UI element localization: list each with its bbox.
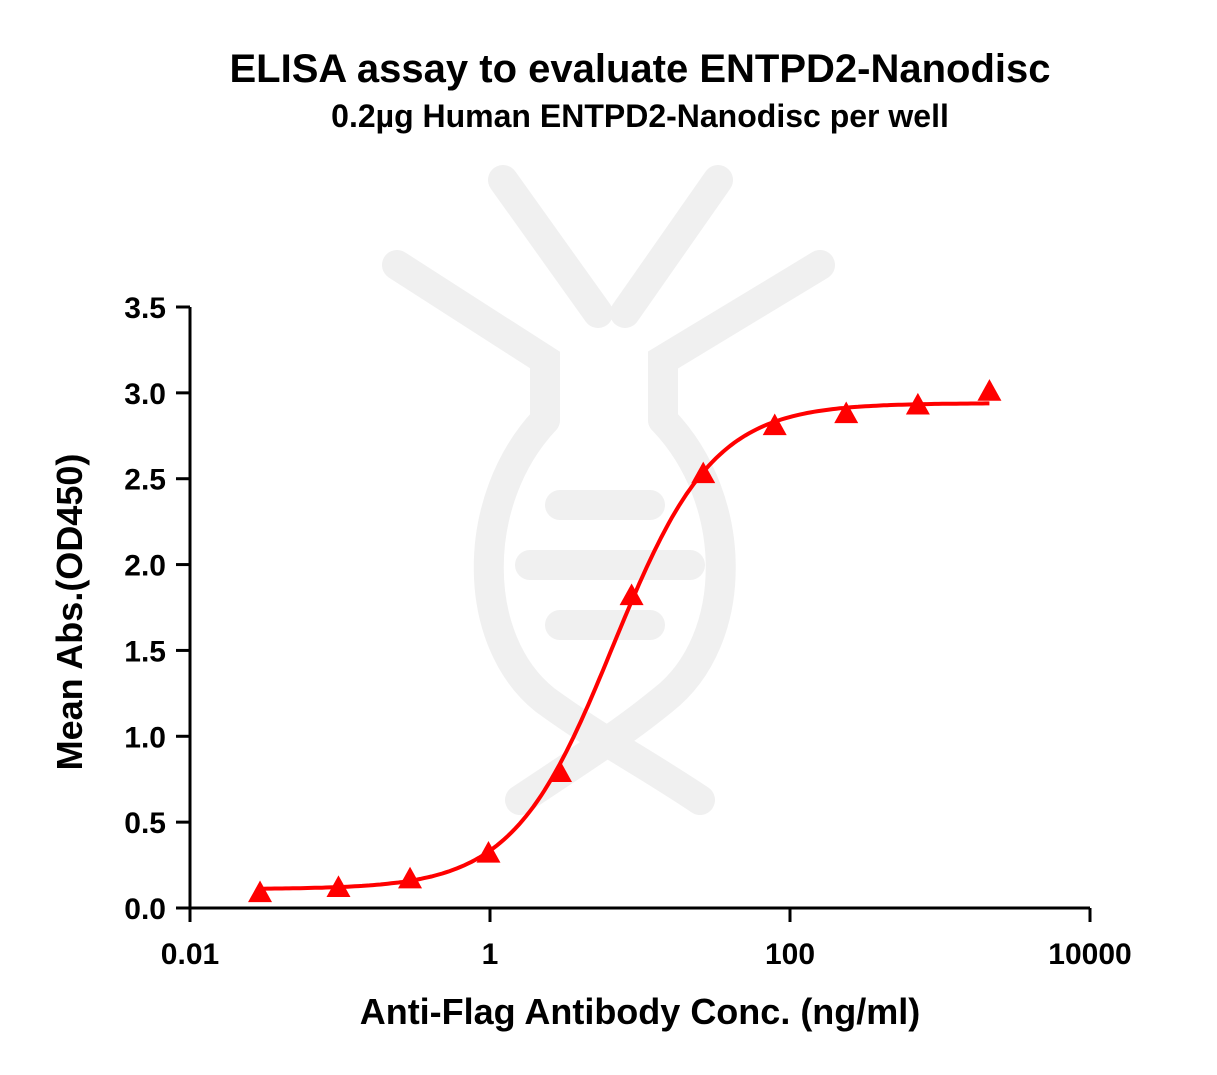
y-tick-label: 0.0 [124,893,166,926]
y-tick-label: 3.5 [124,292,166,325]
x-axis-ticks: 0.01 1 100 10000 [161,908,1132,971]
fit-curve [260,401,990,891]
chart-title: ELISA assay to evaluate ENTPD2-Nanodisc [229,47,1050,91]
y-tick-label: 2.0 [124,550,166,583]
y-axis-label: Mean Abs.(OD450) [49,454,90,771]
data-point-triangle [977,379,1002,401]
chart-subtitle: 0.2µg Human ENTPD2-Nanodisc per well [331,98,949,134]
y-tick-label: 1.0 [124,721,166,754]
y-tick-label: 0.5 [124,807,166,840]
data-point-triangle [905,392,930,415]
background-watermark [382,165,835,815]
data-point-triangle [834,401,859,424]
data-point-triangle [619,583,644,606]
data-points [248,379,1002,903]
x-tick-label: 1 [482,938,499,971]
y-tick-label: 1.5 [124,635,166,668]
x-tick-label: 0.01 [161,938,219,971]
data-point-triangle [476,841,501,863]
data-point-triangle [548,760,573,782]
y-tick-label: 3.0 [124,378,166,411]
x-axis-label: Anti-Flag Antibody Conc. (ng/ml) [360,991,921,1032]
y-tick-label: 2.5 [124,464,166,497]
y-axis-ticks: 0.0 0.5 1.0 1.5 2.0 2.5 3.0 3.5 [124,292,190,926]
x-tick-label: 100 [765,938,815,971]
x-tick-label: 10000 [1048,938,1131,971]
data-point-triangle [398,866,423,889]
data-point-triangle [248,880,273,903]
data-point-triangle [326,875,351,897]
data-point-triangle [691,461,716,484]
data-point-triangle [762,413,787,436]
